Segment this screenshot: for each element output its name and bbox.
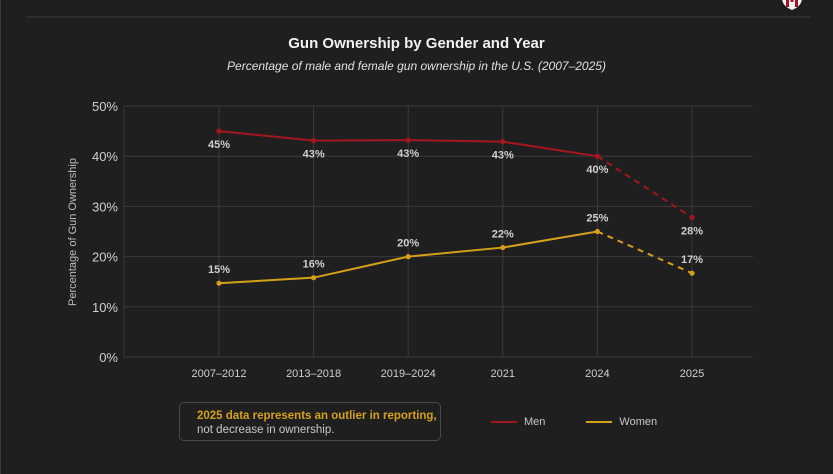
legend-label-women: Women (619, 416, 658, 428)
data-label-women: 17% (681, 254, 703, 266)
data-label-women: 25% (586, 213, 608, 225)
data-label-men: 43% (492, 150, 514, 162)
series-dashed-men (596, 155, 693, 219)
data-point-women (689, 270, 695, 276)
y-tick-label: 20% (92, 250, 118, 265)
annotation-rest: not decrease in ownership. (197, 424, 335, 436)
data-label-women: 16% (303, 259, 325, 271)
label-layer: 45% 43% 43% 43% 40% 28% 15% 16% 20% 22% 25% 17% (208, 139, 703, 276)
data-point-men (594, 153, 601, 159)
chart-title: Gun Ownership by Gender and Year (288, 35, 545, 52)
x-tick-label: 2021 (491, 368, 515, 380)
data-label-women: 22% (492, 229, 514, 241)
data-point-men (216, 128, 222, 134)
x-tick-label: 2013–2018 (286, 368, 341, 380)
y-tick-label: 10% (92, 300, 118, 315)
y-axis-label: Percentage of Gun Ownership (67, 158, 79, 306)
grid-layer: 0% 10% 20% 30% 40% 50% 2007–2012 2013–2018 2019–… (92, 99, 753, 380)
y-tick-label: 0% (99, 350, 118, 365)
data-label-men: 45% (208, 139, 230, 151)
data-point-women (405, 254, 411, 260)
legend-swatch-women (586, 421, 613, 423)
x-tick-label: 2024 (585, 368, 609, 380)
header-divider (27, 16, 810, 18)
data-point-women (311, 275, 317, 281)
legend-item-men[interactable]: Men (491, 416, 545, 428)
window-edge (0, 0, 1, 474)
y-tick-label: 30% (92, 199, 118, 214)
data-point-women (500, 244, 506, 251)
shield-logo-icon (782, 0, 802, 10)
data-label-men: 43% (303, 149, 325, 161)
data-label-women: 15% (208, 264, 230, 276)
data-point-women (594, 228, 601, 235)
x-tick-label: 2025 (680, 368, 704, 380)
legend-label-men: Men (524, 416, 546, 428)
y-tick-label: 40% (92, 149, 118, 164)
x-tick-label: 2007–2012 (191, 368, 246, 380)
x-tick-label: 2019–2024 (381, 368, 436, 380)
data-point-men (311, 138, 317, 144)
legend-swatch-men (491, 421, 517, 423)
legend: Men Women (491, 416, 657, 428)
data-label-men: 28% (681, 225, 703, 237)
data-point-men (405, 137, 411, 143)
data-label-women: 20% (397, 238, 419, 250)
annotation-note: 2025 data represents an outlier in repor… (179, 402, 441, 441)
y-tick-label: 50% (92, 99, 118, 114)
data-label-men: 40% (586, 164, 608, 176)
chart-subtitle: Percentage of male and female gun owners… (227, 59, 606, 73)
legend-item-women[interactable]: Women (586, 416, 657, 428)
annotation-highlight: 2025 data represents an outlier in repor… (197, 410, 437, 422)
data-point-men (500, 139, 506, 145)
data-point-women (216, 280, 222, 286)
series-dashed-women (596, 230, 693, 275)
data-label-men: 43% (397, 148, 419, 160)
series-layer (216, 128, 695, 286)
data-point-men (689, 214, 695, 221)
